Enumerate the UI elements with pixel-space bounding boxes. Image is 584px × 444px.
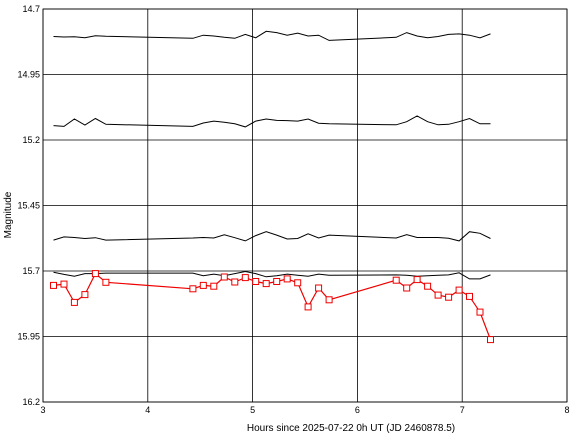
y-tick-label-3: 15.45: [17, 201, 40, 211]
y-tick-label-4: 15.7: [22, 266, 40, 276]
series-4-point-20: [392, 276, 400, 284]
series-4-point-24: [434, 291, 442, 299]
series-3-comparison-line: [53, 270, 491, 280]
x-tick-label-4: 7: [460, 405, 465, 415]
series-4-point-29: [487, 336, 494, 344]
y-tick-label-6: 16.2: [22, 397, 40, 407]
series-4-point-26: [455, 286, 463, 294]
x-tick-label-3: 6: [355, 405, 360, 415]
series-4-point-8: [210, 282, 218, 290]
series-4-point-9: [220, 273, 228, 281]
series-4-point-21: [403, 284, 411, 292]
grid: [42, 8, 568, 403]
x-tick-label-5: 8: [564, 405, 569, 415]
x-tick-label-0: 3: [40, 405, 45, 415]
x-axis-title: Hours since 2025-07-22 0h UT (JD 2460878…: [247, 423, 455, 434]
series-4-point-2: [70, 298, 78, 306]
series-4-point-11: [241, 274, 249, 282]
series-4-point-1: [60, 280, 68, 288]
series-4-point-14: [273, 278, 281, 285]
series-4-point-18: [315, 284, 323, 292]
y-tick-label-0: 14.7: [22, 4, 40, 14]
y-tick-label-1: 14.95: [17, 70, 40, 80]
series-4-point-13: [262, 280, 270, 288]
series-4-point-15: [283, 275, 291, 283]
tick-labels: 3 4 5 6 7 8 14.7 14.95 15.2 15.45 15.7 15.95 16.2: [17, 4, 569, 415]
series-4-point-4: [91, 270, 99, 278]
series-4-point-22: [413, 276, 421, 284]
series-4-point-6: [189, 285, 197, 293]
series-4-point-12: [252, 278, 260, 285]
series-4-point-10: [231, 278, 239, 286]
series-4-point-0: [50, 281, 57, 289]
series-4-point-17: [304, 303, 312, 311]
series-4-point-19: [325, 296, 333, 304]
series-2-comparison-line: [53, 231, 491, 242]
series-0-comparison-line: [53, 30, 491, 41]
series-4-point-25: [445, 293, 453, 301]
y-tick-label-5: 15.95: [17, 332, 40, 342]
series-layer: [50, 30, 494, 344]
plot-frame: [42, 8, 568, 403]
y-tick-label-2: 15.2: [22, 135, 40, 145]
x-tick-label-2: 5: [250, 405, 255, 415]
series-4-point-7: [199, 281, 207, 289]
series-4-point-28: [476, 308, 484, 316]
x-tick-label-1: 4: [145, 405, 150, 415]
series-4-point-23: [424, 282, 432, 290]
series-1-comparison-line: [53, 115, 491, 128]
series-4-point-3: [81, 291, 89, 299]
series-4-point-27: [466, 292, 473, 300]
series-4-point-5: [102, 278, 110, 286]
y-axis-title: Magnitude: [3, 191, 14, 238]
series-4-point-16: [294, 279, 302, 287]
